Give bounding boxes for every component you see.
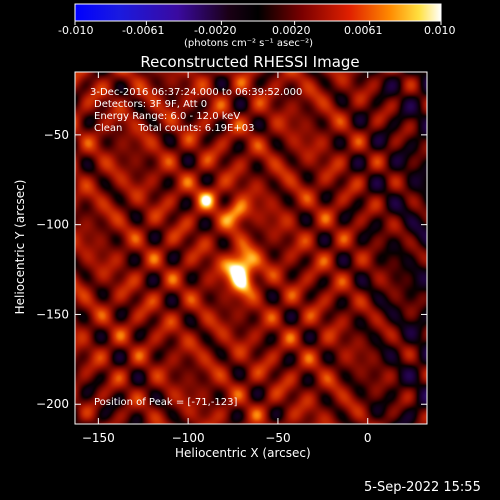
annotation-clean-counts: Clean Total counts: 6.19E+03: [94, 123, 255, 134]
colorbar-tick-5: 0.010: [424, 24, 456, 37]
y-tick-label: −200: [36, 397, 69, 411]
colorbar-tick-3: 0.0020: [272, 24, 311, 37]
x-axis-label: Heliocentric X (arcsec): [175, 446, 311, 460]
colorbar-unit-label: (photons cm⁻² s⁻¹ asec⁻²): [184, 38, 314, 49]
x-tick-label: −50: [265, 431, 290, 445]
x-tick-label: −150: [82, 431, 115, 445]
y-tick-label: −150: [36, 307, 69, 321]
colorbar-tick-4: 0.0061: [344, 24, 383, 37]
annotation-time-range: 3-Dec-2016 06:37:24.000 to 06:39:52.000: [90, 87, 303, 98]
colorbar-tick-1: -0.0061: [122, 24, 165, 37]
footer-timestamp: 5-Sep-2022 15:55: [364, 480, 481, 495]
plot-frame: [74, 71, 428, 425]
y-tick-label: −100: [36, 218, 69, 232]
x-tick-label: −100: [172, 431, 205, 445]
chart-title: Reconstructed RHESSI Image: [140, 53, 360, 71]
colorbar: [74, 3, 442, 25]
annotation-energy-range: Energy Range: 6.0 - 12.0 keV: [94, 111, 241, 122]
colorbar-tick-2: -0.0020: [194, 24, 237, 37]
x-tick-label: 0: [364, 431, 372, 445]
annotation-detectors: Detectors: 3F 9F, Att 0: [94, 99, 208, 110]
colorbar-tick-0: -0.010: [58, 24, 94, 37]
annotation-peak-position: Position of Peak = [-71,-123]: [94, 397, 238, 408]
colorbar-gradient: [74, 3, 442, 22]
heatmap-image: [75, 72, 427, 424]
y-tick-label: −50: [44, 128, 69, 142]
y-axis-label: Heliocentric Y (arcsec): [13, 179, 27, 315]
